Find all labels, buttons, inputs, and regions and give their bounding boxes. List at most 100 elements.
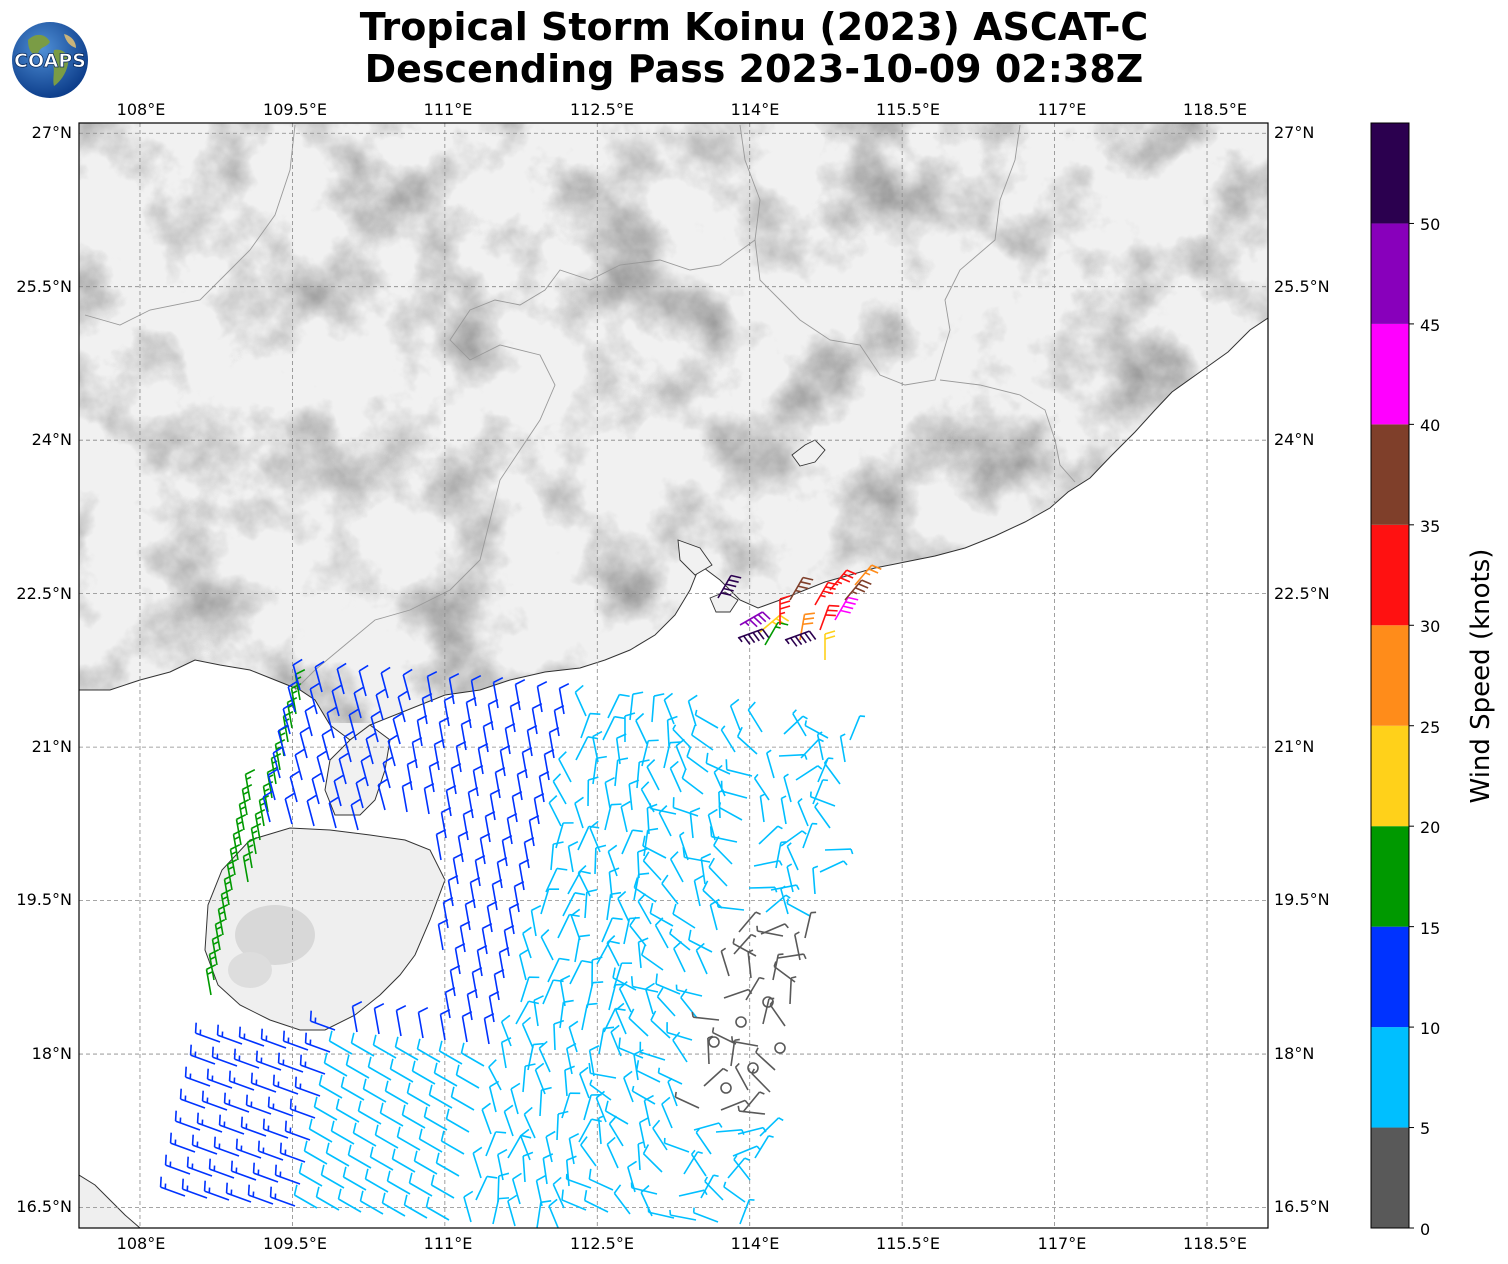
wind-barb — [779, 595, 791, 625]
wind-barb — [257, 1140, 284, 1161]
wind-barb — [350, 798, 361, 831]
colorbar-tick: 5 — [1420, 1119, 1430, 1138]
colorbar-bin — [1371, 625, 1409, 726]
lon-label: 118.5°E — [1183, 1234, 1247, 1253]
wind-barb — [732, 938, 757, 957]
wind-barb — [402, 668, 413, 701]
wind-barb — [374, 1124, 399, 1149]
wind-barb — [460, 1042, 485, 1067]
wind-barb — [169, 1132, 196, 1153]
wind-barb — [786, 842, 799, 871]
wind-barb — [565, 1173, 592, 1189]
wind-barb — [372, 1034, 397, 1059]
wind-barb — [700, 1174, 719, 1199]
wind-barb — [637, 893, 652, 925]
colorbar-bin — [1371, 323, 1409, 425]
wind-barb — [395, 1004, 407, 1037]
wind-barb — [702, 880, 723, 909]
wind-barb — [604, 776, 615, 809]
wind-barb — [637, 937, 649, 969]
wind-barb — [303, 1140, 328, 1165]
wind-barb — [613, 1184, 631, 1215]
wind-barb — [425, 1196, 450, 1221]
wind-barb — [487, 698, 499, 731]
wind-barb — [754, 1135, 774, 1159]
wind-barb — [528, 814, 540, 847]
wind-barb — [800, 738, 824, 759]
wind-barb — [362, 1078, 387, 1103]
wind-barb — [267, 768, 278, 801]
wind-barb — [588, 1045, 600, 1077]
wind-barb — [174, 1110, 201, 1131]
wind-barb — [681, 768, 704, 795]
wind-barb — [672, 724, 692, 749]
wind-barb — [709, 826, 738, 843]
wind-barb — [489, 788, 501, 821]
wind-barb — [471, 966, 483, 999]
chart-title-line-1: Tropical Storm Koinu (2023) ASCAT-C — [359, 5, 1149, 49]
colorbar-bin — [1371, 1127, 1409, 1228]
wind-barb — [713, 835, 733, 865]
wind-barb — [553, 1019, 565, 1051]
wind-barb — [587, 776, 599, 807]
wind-barb — [693, 874, 704, 907]
lon-label: 114°E — [731, 1234, 780, 1253]
wind-barb — [561, 1189, 587, 1211]
wind-barb — [581, 1002, 598, 1031]
wind-barb — [548, 726, 560, 759]
wind-barb — [304, 704, 315, 737]
wind-barb — [574, 796, 584, 829]
wind-barb — [401, 780, 413, 813]
wind-barb — [433, 1062, 458, 1087]
wind-barb — [538, 1040, 551, 1073]
wind-barb — [548, 1198, 560, 1228]
wind-barb — [416, 1038, 441, 1063]
wind-barb — [450, 1086, 475, 1111]
wind-barb — [624, 712, 636, 743]
wind-barb — [691, 1011, 720, 1021]
wind-barb — [607, 844, 618, 877]
wind-barb — [242, 850, 254, 883]
wind-barb — [382, 756, 393, 789]
wind-barb — [745, 976, 765, 1001]
wind-barb — [498, 946, 510, 979]
wind-barb — [669, 1209, 697, 1221]
wind-barb — [503, 924, 515, 957]
wind-barb — [631, 1085, 656, 1105]
wind-barb — [739, 1198, 755, 1225]
wind-barb — [287, 680, 298, 713]
lon-label: 112.5°E — [570, 1234, 634, 1253]
wind-barb — [452, 852, 464, 885]
wind-barb — [428, 760, 440, 793]
wind-barb — [359, 1190, 384, 1215]
wind-barb — [755, 1047, 776, 1071]
wind-barb — [201, 1090, 228, 1111]
wind-barb — [795, 765, 823, 781]
wind-barb — [720, 1099, 750, 1111]
wind-barb — [735, 1016, 747, 1028]
wind-barb — [403, 1194, 428, 1219]
wind-barb — [488, 1080, 500, 1113]
wind-barb — [672, 797, 699, 817]
wind-barb — [481, 922, 493, 955]
wind-barb — [621, 829, 643, 855]
wind-barb — [518, 948, 530, 981]
wind-barb — [328, 1030, 353, 1055]
wind-barb — [751, 1068, 771, 1093]
wind-barb — [396, 1126, 421, 1151]
wind-barb — [472, 1146, 483, 1179]
wind-barb — [423, 1106, 448, 1131]
wind-barb — [225, 1182, 252, 1203]
wind-barb — [786, 863, 794, 893]
wind-barb — [519, 1128, 531, 1161]
wind-barb — [510, 1082, 521, 1115]
wind-barb — [309, 1010, 336, 1031]
wind-barb — [338, 752, 349, 785]
wind-barb — [523, 1106, 536, 1139]
wind-barb — [462, 808, 474, 841]
chart-title-line-2: Descending Pass 2023-10-09 02:38Z — [364, 47, 1144, 91]
wind-barb — [262, 790, 273, 823]
colorbar-tick: 15 — [1420, 919, 1440, 938]
wind-barb — [391, 1148, 416, 1173]
wind-barb — [314, 660, 325, 693]
